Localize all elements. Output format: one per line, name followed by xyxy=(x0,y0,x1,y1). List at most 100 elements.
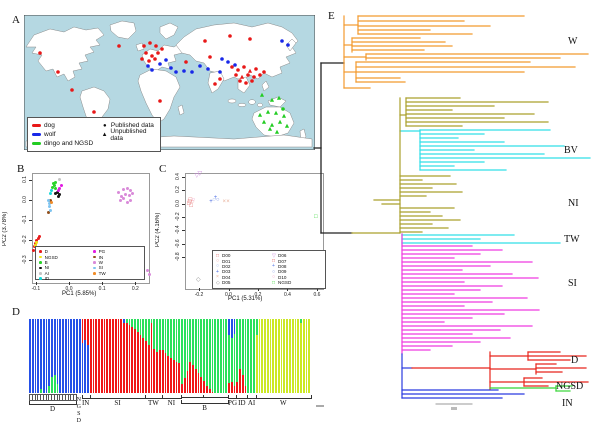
bar-segment xyxy=(142,319,145,339)
bar-segment xyxy=(183,319,186,379)
island-britain xyxy=(135,42,145,52)
bar-segment xyxy=(73,319,76,393)
tree-clade-label-IN: IN xyxy=(562,398,573,409)
scatter-point-D10: ○ xyxy=(191,197,196,204)
x-tick-mark xyxy=(35,282,37,285)
structure-bar xyxy=(89,319,93,393)
map-dot-dingo xyxy=(274,129,280,134)
structure-bar xyxy=(211,319,215,393)
bar-segment xyxy=(208,319,211,390)
legend-label: SI xyxy=(98,265,103,271)
structure-bar xyxy=(241,319,245,393)
map-dot-dingo xyxy=(257,112,263,117)
structure-bar xyxy=(111,319,115,393)
scatter-point-D01: ○ xyxy=(190,199,195,206)
bar-segment xyxy=(291,319,294,393)
bar-segment xyxy=(120,319,123,393)
legend-item: ○ D10 xyxy=(272,274,322,280)
scatter-point-SI xyxy=(47,202,51,206)
bar-segment xyxy=(272,319,275,393)
map-legend-item: wolf xyxy=(32,130,95,139)
structure-bar xyxy=(136,319,140,393)
bar-segment xyxy=(134,319,136,330)
legend-label: D07 xyxy=(278,258,287,264)
scatter-point-IN xyxy=(48,198,52,202)
legend-item: AI xyxy=(39,271,87,276)
structure-bar xyxy=(222,319,226,393)
map-dot-wolf xyxy=(164,58,168,62)
bar-segment xyxy=(158,319,161,351)
map-dot-wolf xyxy=(169,66,173,70)
structure-scale-mark xyxy=(316,405,324,407)
map-dot-dingo xyxy=(277,119,283,124)
bar-segment xyxy=(264,319,266,393)
legend-symbol xyxy=(39,271,42,275)
structure-bar xyxy=(305,319,309,393)
bar-segment xyxy=(178,319,181,364)
bar-segment xyxy=(145,341,147,393)
scatter-legend: □ D00 ○ D01 ○ D02 + D03 × D04 ◇ D05 ▽ D06 □ D07 + D08 ○ D09… xyxy=(212,250,326,289)
structure-bar xyxy=(200,319,204,393)
legend-item: SI xyxy=(93,265,141,270)
y-tick-mark xyxy=(29,240,32,241)
bar-segment xyxy=(161,319,164,351)
map-dot-wolf xyxy=(146,64,150,68)
y-tick-mark xyxy=(29,220,32,221)
bar-segment xyxy=(233,333,236,386)
bar-segment xyxy=(211,319,214,392)
x-tick-label: 0.6 xyxy=(313,292,321,298)
structure-bar xyxy=(236,319,240,393)
map-legend: dog wolf dingo and NGSD ● Published data ▲ Unp… xyxy=(27,117,161,152)
structure-bar xyxy=(37,319,41,393)
map-dot-dog xyxy=(56,70,60,74)
map-legend-shape-item: ● Published data xyxy=(101,121,158,130)
island-greenland xyxy=(109,20,137,40)
bar-segment xyxy=(53,319,56,375)
legend-label: wolf xyxy=(44,131,56,138)
bar-segment xyxy=(211,391,214,393)
legend-label: D09 xyxy=(278,269,287,275)
bar-segment xyxy=(239,319,241,370)
legend-label: D08 xyxy=(278,263,287,269)
legend-label: B xyxy=(44,259,48,265)
group-label-SI: SI xyxy=(114,399,121,407)
x-tick-label: 0.2 xyxy=(131,286,139,292)
scatter-point-NGSD: □ xyxy=(313,214,318,220)
structure-bar xyxy=(62,319,65,393)
scatter-point-NI xyxy=(56,194,60,198)
bar-segment xyxy=(147,319,150,345)
structure-bar xyxy=(266,319,270,393)
group-label-vertical-NGSD: N xyxy=(76,397,81,403)
island-japan xyxy=(285,38,297,52)
y-tick-label: 0.2 xyxy=(175,186,181,194)
scatter-point-W xyxy=(125,200,129,204)
scatter-point-B xyxy=(54,180,58,184)
tree-clade-label-BV: BV xyxy=(564,145,578,156)
structure-bar xyxy=(84,319,88,393)
scatter-point-NI xyxy=(57,192,61,196)
structure-bar xyxy=(258,319,262,393)
bar-segment xyxy=(222,319,225,393)
structure-bar xyxy=(53,319,57,393)
bar-segment xyxy=(150,322,153,393)
bar-segment xyxy=(197,373,200,393)
map-dot-dog xyxy=(38,51,42,55)
scatter-point-W xyxy=(118,199,122,203)
structure-bar xyxy=(275,319,278,393)
map-dot-dog xyxy=(156,51,160,55)
bar-segment xyxy=(70,319,73,393)
tree-clade-label-W: W xyxy=(568,36,578,47)
bar-segment xyxy=(51,319,53,377)
map-dot-dog xyxy=(140,57,144,61)
bar-segment xyxy=(269,319,272,393)
bar-segment xyxy=(139,319,142,336)
tree-clade-label-TW: TW xyxy=(564,234,580,245)
structure-barplot xyxy=(29,319,312,393)
bar-segment xyxy=(286,319,288,393)
bar-segment xyxy=(206,385,208,393)
legend-symbol xyxy=(39,250,42,253)
structure-bar xyxy=(147,319,151,393)
legend-symbol xyxy=(39,277,42,280)
group-label-vertical-NGSD: S xyxy=(77,411,81,417)
bar-segment xyxy=(186,370,189,393)
